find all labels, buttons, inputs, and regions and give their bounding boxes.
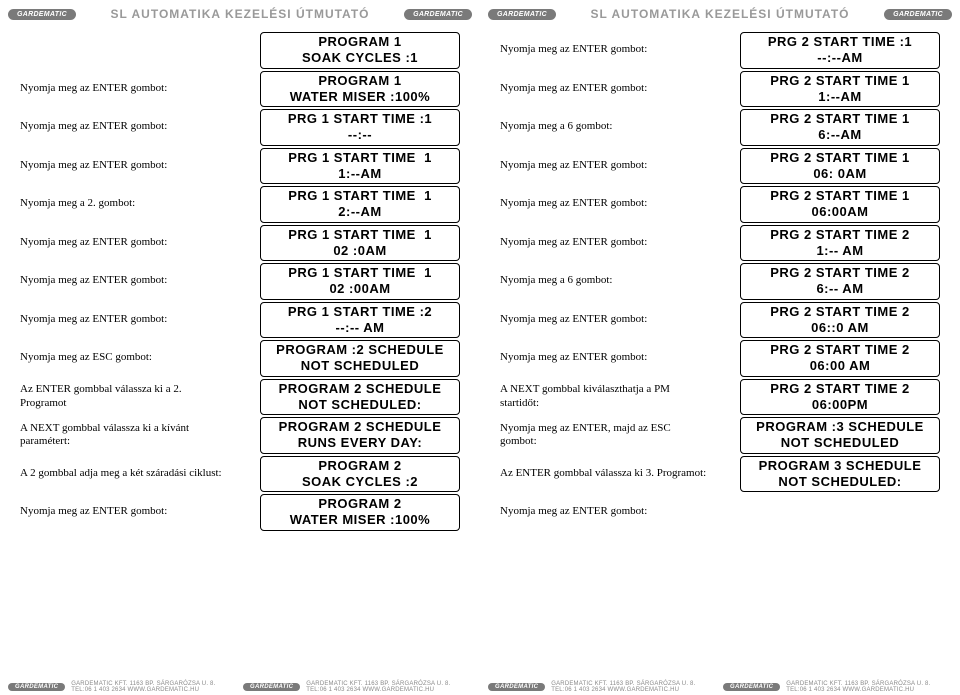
- lcd-display: PROGRAM 2 SCHEDULE RUNS EVERY DAY:: [260, 417, 460, 454]
- brand-logo: GARDEMATIC: [404, 9, 472, 20]
- instruction-row: Nyomja meg az ENTER gombot: PROGRAM 1 WAT…: [20, 71, 460, 108]
- instruction-label: Nyomja meg a 6 gombot:: [500, 120, 718, 134]
- instruction-label: Nyomja meg az ENTER gombot:: [20, 274, 238, 288]
- page-title: SL AUTOMATIKA KEZELÉSI ÚTMUTATÓ: [591, 7, 850, 21]
- instruction-label: Nyomja meg az ENTER gombot:: [20, 120, 238, 134]
- brand-logo: GARDEMATIC: [723, 683, 780, 691]
- brand-logo: GARDEMATIC: [243, 683, 300, 691]
- lcd-display: PRG 2 START TIME 1 1:--AM: [740, 71, 940, 108]
- instruction-row: A 2 gombbal adja meg a két száradási cik…: [20, 456, 460, 493]
- instruction-label: Nyomja meg a 2. gombot:: [20, 197, 238, 211]
- instruction-row: Nyomja meg az ENTER gombot: PRG 1 START T…: [20, 109, 460, 146]
- lcd-display: PRG 1 START TIME 1 2:--AM: [260, 186, 460, 223]
- page-right: GARDEMATIC SL AUTOMATIKA KEZELÉSI ÚTMUTA…: [480, 0, 960, 695]
- instruction-row: Nyomja meg az ENTER gombot: PRG 2 START T…: [500, 71, 940, 108]
- page-left: GARDEMATIC SL AUTOMATIKA KEZELÉSI ÚTMUTA…: [0, 0, 480, 695]
- lcd-display: PRG 1 START TIME 1 1:--AM: [260, 148, 460, 185]
- instruction-label: Nyomja meg az ESC gombot:: [20, 351, 238, 365]
- instruction-row: Nyomja meg az ENTER gombot: PRG 2 START T…: [500, 302, 940, 339]
- instruction-label: Nyomja meg az ENTER gombot:: [500, 351, 718, 365]
- brand-logo: GARDEMATIC: [884, 9, 952, 20]
- lcd-display: PRG 1 START TIME :1 --:--: [260, 109, 460, 146]
- page-title: SL AUTOMATIKA KEZELÉSI ÚTMUTATÓ: [111, 7, 370, 21]
- brand-logo: GARDEMATIC: [488, 683, 545, 691]
- instruction-row: Nyomja meg az ENTER gombot: PRG 1 START T…: [20, 225, 460, 262]
- content-right: Nyomja meg az ENTER gombot: PRG 2 START T…: [480, 24, 960, 552]
- instruction-label: A NEXT gombbal válassza ki a kívánt para…: [20, 422, 238, 450]
- instruction-row: Nyomja meg a 6 gombot: PRG 2 START TIME 1…: [500, 109, 940, 146]
- footer-text: GARDEMATIC KFT. 1163 BP. SÁRGARÓZSA U. 8…: [306, 681, 472, 693]
- footer-right: GARDEMATIC GARDEMATIC KFT. 1163 BP. SÁRG…: [488, 681, 952, 693]
- instruction-label: Nyomja meg az ENTER gombot:: [20, 505, 238, 519]
- footer-text: GARDEMATIC KFT. 1163 BP. SÁRGARÓZSA U. 8…: [551, 681, 717, 693]
- instruction-label: Nyomja meg az ENTER gombot:: [500, 505, 718, 519]
- instruction-row: Nyomja meg az ENTER gombot: PRG 1 START T…: [20, 302, 460, 339]
- instruction-label: Nyomja meg az ENTER gombot:: [20, 82, 238, 96]
- lcd-display: PRG 1 START TIME 1 02 :00AM: [260, 263, 460, 300]
- instruction-row: Nyomja meg az ENTER gombot: PRG 1 START T…: [20, 148, 460, 185]
- footer-left: GARDEMATIC GARDEMATIC KFT. 1163 BP. SÁRG…: [8, 681, 472, 693]
- footer-text: GARDEMATIC KFT. 1163 BP. SÁRGARÓZSA U. 8…: [71, 681, 237, 693]
- lcd-display: PRG 2 START TIME :1 --:--AM: [740, 32, 940, 69]
- pages-container: GARDEMATIC SL AUTOMATIKA KEZELÉSI ÚTMUTA…: [0, 0, 960, 695]
- instruction-row: Nyomja meg az ENTER gombot: PRG 2 START T…: [500, 340, 940, 377]
- instruction-row: Nyomja meg a 6 gombot: PRG 2 START TIME 2…: [500, 263, 940, 300]
- instruction-label: Nyomja meg az ENTER gombot:: [20, 313, 238, 327]
- lcd-display: PRG 2 START TIME 1 6:--AM: [740, 109, 940, 146]
- instruction-row: Nyomja meg az ENTER gombot: PRG 1 START T…: [20, 263, 460, 300]
- instruction-label: A 2 gombbal adja meg a két száradási cik…: [20, 467, 238, 481]
- lcd-display: PROGRAM 2 SCHEDULE NOT SCHEDULED:: [260, 379, 460, 416]
- instruction-label: Nyomja meg az ENTER gombot:: [500, 82, 718, 96]
- instruction-label: Az ENTER gombbal válassza ki a 2. Progra…: [20, 383, 238, 411]
- lcd-display: PROGRAM 1 WATER MISER :100%: [260, 71, 460, 108]
- brand-logo: GARDEMATIC: [488, 9, 556, 20]
- instruction-row: Nyomja meg az ESC gombot: PROGRAM :2 SCHE…: [20, 340, 460, 377]
- instruction-label: Nyomja meg az ENTER gombot:: [500, 313, 718, 327]
- instruction-row: Nyomja meg az ENTER gombot: PRG 2 START T…: [500, 32, 940, 69]
- instruction-label: Nyomja meg az ENTER gombot:: [500, 43, 718, 57]
- lcd-display: PRG 2 START TIME 2 06:00PM: [740, 379, 940, 416]
- instruction-row: Az ENTER gombbal válassza ki 3. Programo…: [500, 456, 940, 493]
- instruction-label: Nyomja meg az ENTER gombot:: [20, 236, 238, 250]
- instruction-label: Nyomja meg az ENTER gombot:: [500, 236, 718, 250]
- instruction-row: A NEXT gombbal válassza ki a kívánt para…: [20, 417, 460, 454]
- lcd-display: PRG 1 START TIME 1 02 :0AM: [260, 225, 460, 262]
- lcd-display: PROGRAM 2 WATER MISER :100%: [260, 494, 460, 531]
- instruction-label: Az ENTER gombbal válassza ki 3. Programo…: [500, 467, 718, 481]
- content-left: PROGRAM 1 SOAK CYCLES :1Nyomja meg az EN…: [0, 24, 480, 553]
- instruction-row: Nyomja meg az ENTER gombot:: [500, 494, 940, 530]
- instruction-label: Nyomja meg az ENTER gombot:: [20, 159, 238, 173]
- lcd-display: PRG 2 START TIME 1 06:00AM: [740, 186, 940, 223]
- instruction-row: Nyomja meg a 2. gombot: PRG 1 START TIME …: [20, 186, 460, 223]
- instruction-label: Nyomja meg az ENTER gombot:: [500, 197, 718, 211]
- lcd-display: PRG 2 START TIME 1 06: 0AM: [740, 148, 940, 185]
- lcd-display: PROGRAM 1 SOAK CYCLES :1: [260, 32, 460, 69]
- brand-logo: GARDEMATIC: [8, 683, 65, 691]
- instruction-row: A NEXT gombbal kiválaszthatja a PM start…: [500, 379, 940, 416]
- footer-text: GARDEMATIC KFT. 1163 BP. SÁRGARÓZSA U. 8…: [786, 681, 952, 693]
- brand-logo: GARDEMATIC: [8, 9, 76, 20]
- instruction-label: Nyomja meg az ENTER, majd az ESC gombot:: [500, 422, 718, 450]
- lcd-display: PROGRAM :3 SCHEDULE NOT SCHEDULED: [740, 417, 940, 454]
- lcd-display: PROGRAM :2 SCHEDULE NOT SCHEDULED: [260, 340, 460, 377]
- instruction-row: Nyomja meg az ENTER gombot: PRG 2 START T…: [500, 225, 940, 262]
- lcd-display: PRG 2 START TIME 2 6:-- AM: [740, 263, 940, 300]
- instruction-label: Nyomja meg az ENTER gombot:: [500, 159, 718, 173]
- instruction-label: A NEXT gombbal kiválaszthatja a PM start…: [500, 383, 718, 411]
- header-left: GARDEMATIC SL AUTOMATIKA KEZELÉSI ÚTMUTA…: [0, 0, 480, 24]
- lcd-display: PRG 1 START TIME :2 --:-- AM: [260, 302, 460, 339]
- lcd-display: PROGRAM 3 SCHEDULE NOT SCHEDULED:: [740, 456, 940, 493]
- instruction-row: PROGRAM 1 SOAK CYCLES :1: [20, 32, 460, 69]
- lcd-display: PRG 2 START TIME 2 1:-- AM: [740, 225, 940, 262]
- instruction-row: Az ENTER gombbal válassza ki a 2. Progra…: [20, 379, 460, 416]
- instruction-row: Nyomja meg az ENTER gombot: PROGRAM 2 WAT…: [20, 494, 460, 531]
- lcd-display: PRG 2 START TIME 2 06:00 AM: [740, 340, 940, 377]
- instruction-row: Nyomja meg az ENTER gombot: PRG 2 START T…: [500, 186, 940, 223]
- lcd-display: PROGRAM 2 SOAK CYCLES :2: [260, 456, 460, 493]
- instruction-row: Nyomja meg az ENTER, majd az ESC gombot:…: [500, 417, 940, 454]
- header-right: GARDEMATIC SL AUTOMATIKA KEZELÉSI ÚTMUTA…: [480, 0, 960, 24]
- lcd-display: PRG 2 START TIME 2 06::0 AM: [740, 302, 940, 339]
- instruction-row: Nyomja meg az ENTER gombot: PRG 2 START T…: [500, 148, 940, 185]
- instruction-label: Nyomja meg a 6 gombot:: [500, 274, 718, 288]
